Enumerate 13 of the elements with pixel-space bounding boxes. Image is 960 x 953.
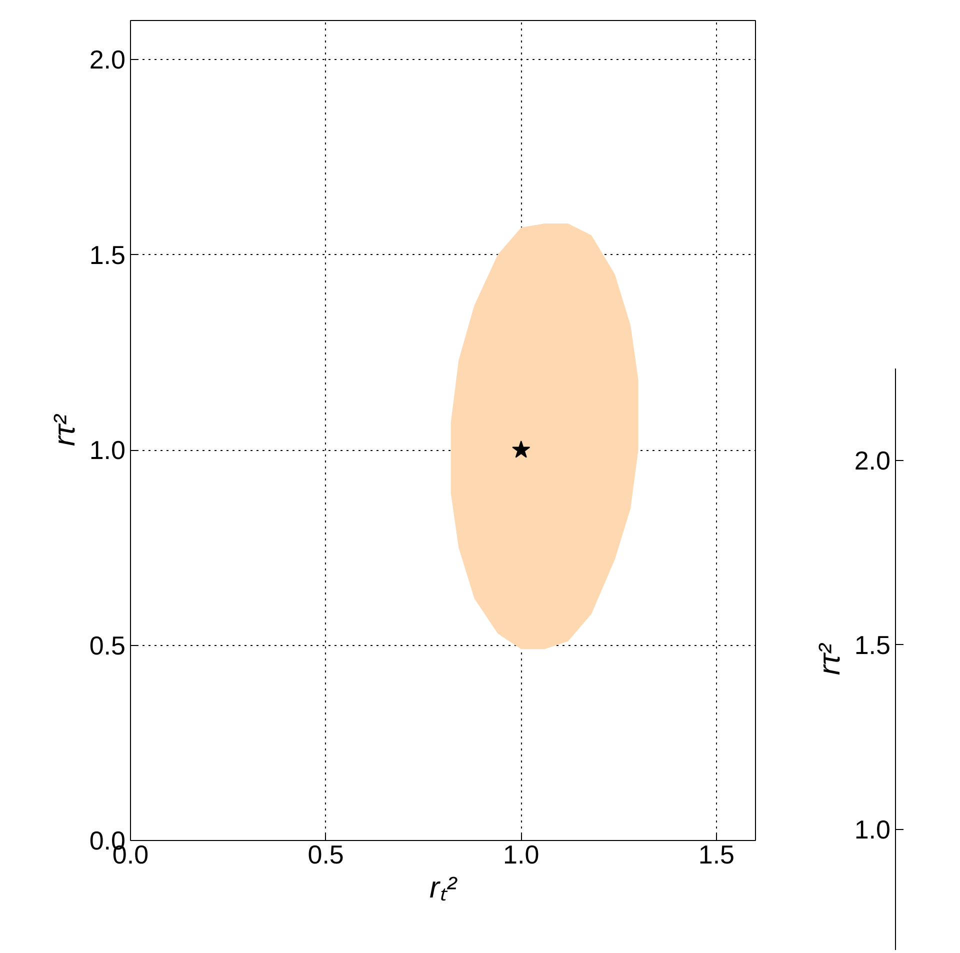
y-tick-label: 1.0	[89, 435, 126, 466]
x-tick-label: 1.5	[698, 840, 735, 870]
y-tick-label: 2.0	[89, 44, 126, 75]
x-tick-label: 1.0	[503, 840, 540, 870]
text: 2.0	[854, 446, 891, 476]
y-tick-label: 0.5	[89, 630, 126, 660]
y-axis-title: rτ²	[48, 414, 82, 446]
y-tick-label: 1.5	[89, 240, 126, 270]
text: 1.0	[854, 814, 891, 844]
x-tick-label: 0.5	[308, 840, 344, 870]
text: 1.5	[854, 630, 891, 660]
text: rτ²	[813, 642, 846, 676]
x-axis-title: rₜ²	[430, 872, 458, 904]
